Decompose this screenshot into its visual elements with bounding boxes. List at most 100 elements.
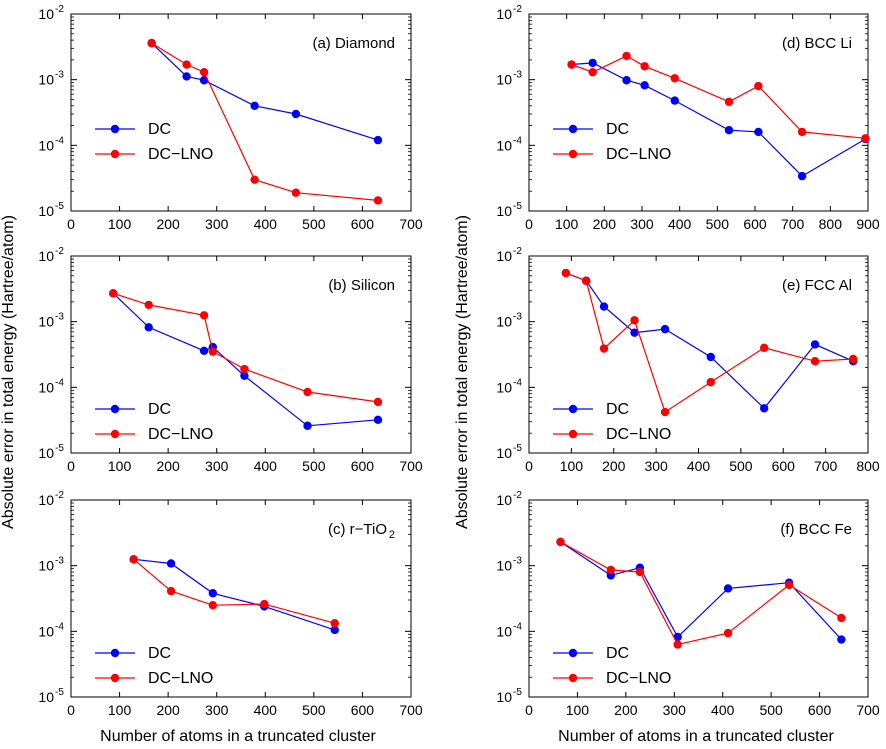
data-point-dc-lno: [630, 316, 639, 325]
x-tick-label: 300: [205, 216, 229, 232]
data-point-dc-lno: [166, 586, 176, 596]
x-tick-label: 600: [351, 216, 375, 232]
data-point-dc-lno: [670, 74, 679, 83]
x-tick-label: 100: [108, 458, 132, 474]
x-tick-label: 300: [630, 216, 654, 232]
y-tick-label: 10: [38, 6, 54, 22]
y-tick-exponent: -2: [55, 4, 64, 15]
data-point-dc-lno: [129, 555, 138, 564]
data-point-dc-lno: [250, 175, 259, 184]
y-tick-label: 10: [496, 203, 512, 219]
data-point-dc-lno: [567, 60, 576, 69]
y-tick-label: 10: [496, 445, 512, 461]
x-tick-label: 0: [67, 216, 75, 232]
series-line-dc-lno: [151, 42, 379, 201]
data-point-dc-lno: [606, 565, 616, 575]
panel-title-subscript: 2: [389, 529, 395, 541]
data-point-dc-lno: [724, 97, 734, 107]
data-point-dc-lno: [784, 580, 794, 590]
plot-frame: [528, 499, 869, 698]
x-tick-label: 700: [399, 702, 423, 718]
legend-marker: [568, 673, 578, 683]
x-tick-label: 100: [108, 216, 132, 232]
y-tick-label: 10: [496, 6, 512, 22]
x-tick-label: 0: [67, 458, 75, 474]
series-line-dc: [151, 42, 379, 141]
legend-marker: [110, 429, 120, 439]
data-point-dc-lno: [373, 397, 383, 407]
x-tick-label: 100: [566, 702, 590, 718]
x-tick-label: 100: [560, 458, 584, 474]
data-point-dc-lno: [837, 613, 846, 623]
data-point-dc-lno: [754, 81, 763, 91]
x-tick-label: 100: [555, 216, 579, 232]
data-point-dc-lno: [109, 289, 118, 298]
x-tick-label: 200: [156, 702, 180, 718]
y-tick-label: 10: [496, 492, 512, 508]
legend-label: DC: [148, 645, 171, 662]
x-tick-label: 0: [525, 702, 533, 718]
y-tick-label: 10: [496, 248, 512, 264]
y-tick-exponent: -4: [55, 377, 64, 388]
x-tick-label: 0: [67, 702, 75, 718]
data-point-dc-lno: [723, 628, 733, 638]
x-tick-label: 500: [302, 702, 326, 718]
x-tick-label: 700: [399, 458, 423, 474]
x-tick-label: 500: [759, 702, 783, 718]
series-line-dc-lno: [133, 558, 335, 624]
data-point-dc-lno: [240, 364, 249, 374]
x-tick-label: 600: [351, 458, 375, 474]
legend-label: DC−LNO: [606, 426, 671, 443]
y-tick-exponent: -3: [55, 312, 64, 323]
x-tick-label: 200: [156, 216, 180, 232]
data-point-dc: [199, 346, 209, 356]
data-point-dc: [166, 559, 176, 568]
legend-marker: [568, 429, 578, 439]
data-point-dc-lno: [303, 387, 312, 397]
y-tick-exponent: -3: [513, 556, 522, 567]
data-point-dc: [660, 324, 670, 334]
data-point-dc: [291, 109, 301, 119]
x-tick-label: 300: [205, 702, 229, 718]
panel-title: (e) FCC Al: [782, 277, 852, 294]
data-point-dc: [630, 328, 639, 337]
data-point-dc-lno: [810, 357, 820, 366]
y-tick-label: 10: [496, 558, 512, 574]
x-tick-label: 700: [814, 458, 838, 474]
data-point-dc: [837, 635, 846, 644]
x-tick-label: 100: [108, 702, 132, 718]
panel-title: (f) BCC Fe: [780, 521, 852, 538]
data-point-dc-lno: [291, 188, 301, 197]
x-tick-label: 300: [644, 458, 668, 474]
data-point-dc-lno: [208, 347, 218, 356]
data-point-dc-lno: [673, 640, 682, 649]
data-point-dc: [599, 302, 609, 311]
y-axis-label-left: Absolute error in total energy (Hartree/…: [0, 215, 17, 529]
x-tick-label: 300: [205, 458, 229, 474]
y-tick-exponent: -2: [513, 246, 522, 257]
y-tick-exponent: -5: [513, 687, 522, 698]
y-tick-exponent: -5: [55, 443, 64, 454]
data-point-dc: [144, 323, 153, 332]
data-point-dc-lno: [582, 276, 591, 285]
data-point-dc: [759, 404, 769, 413]
x-tick-label: 0: [525, 458, 533, 474]
data-point-dc-lno: [561, 268, 571, 278]
data-point-dc: [250, 101, 259, 110]
x-tick-label: 400: [711, 702, 735, 718]
x-tick-label: 700: [856, 702, 880, 718]
y-tick-label: 10: [38, 203, 54, 219]
x-tick-label: 400: [687, 458, 711, 474]
data-point-dc: [588, 58, 597, 68]
data-point-dc: [673, 632, 682, 642]
data-point-dc: [373, 135, 383, 145]
x-tick-label: 500: [302, 458, 326, 474]
legend-label: DC: [148, 121, 171, 138]
y-tick-exponent: -3: [55, 70, 64, 81]
x-tick-label: 400: [668, 216, 692, 232]
x-axis-label-right: Number of atoms in a truncated cluster: [558, 728, 834, 745]
data-point-dc-lno: [861, 134, 870, 143]
data-point-dc: [330, 625, 339, 635]
data-point-dc-lno: [797, 127, 807, 137]
